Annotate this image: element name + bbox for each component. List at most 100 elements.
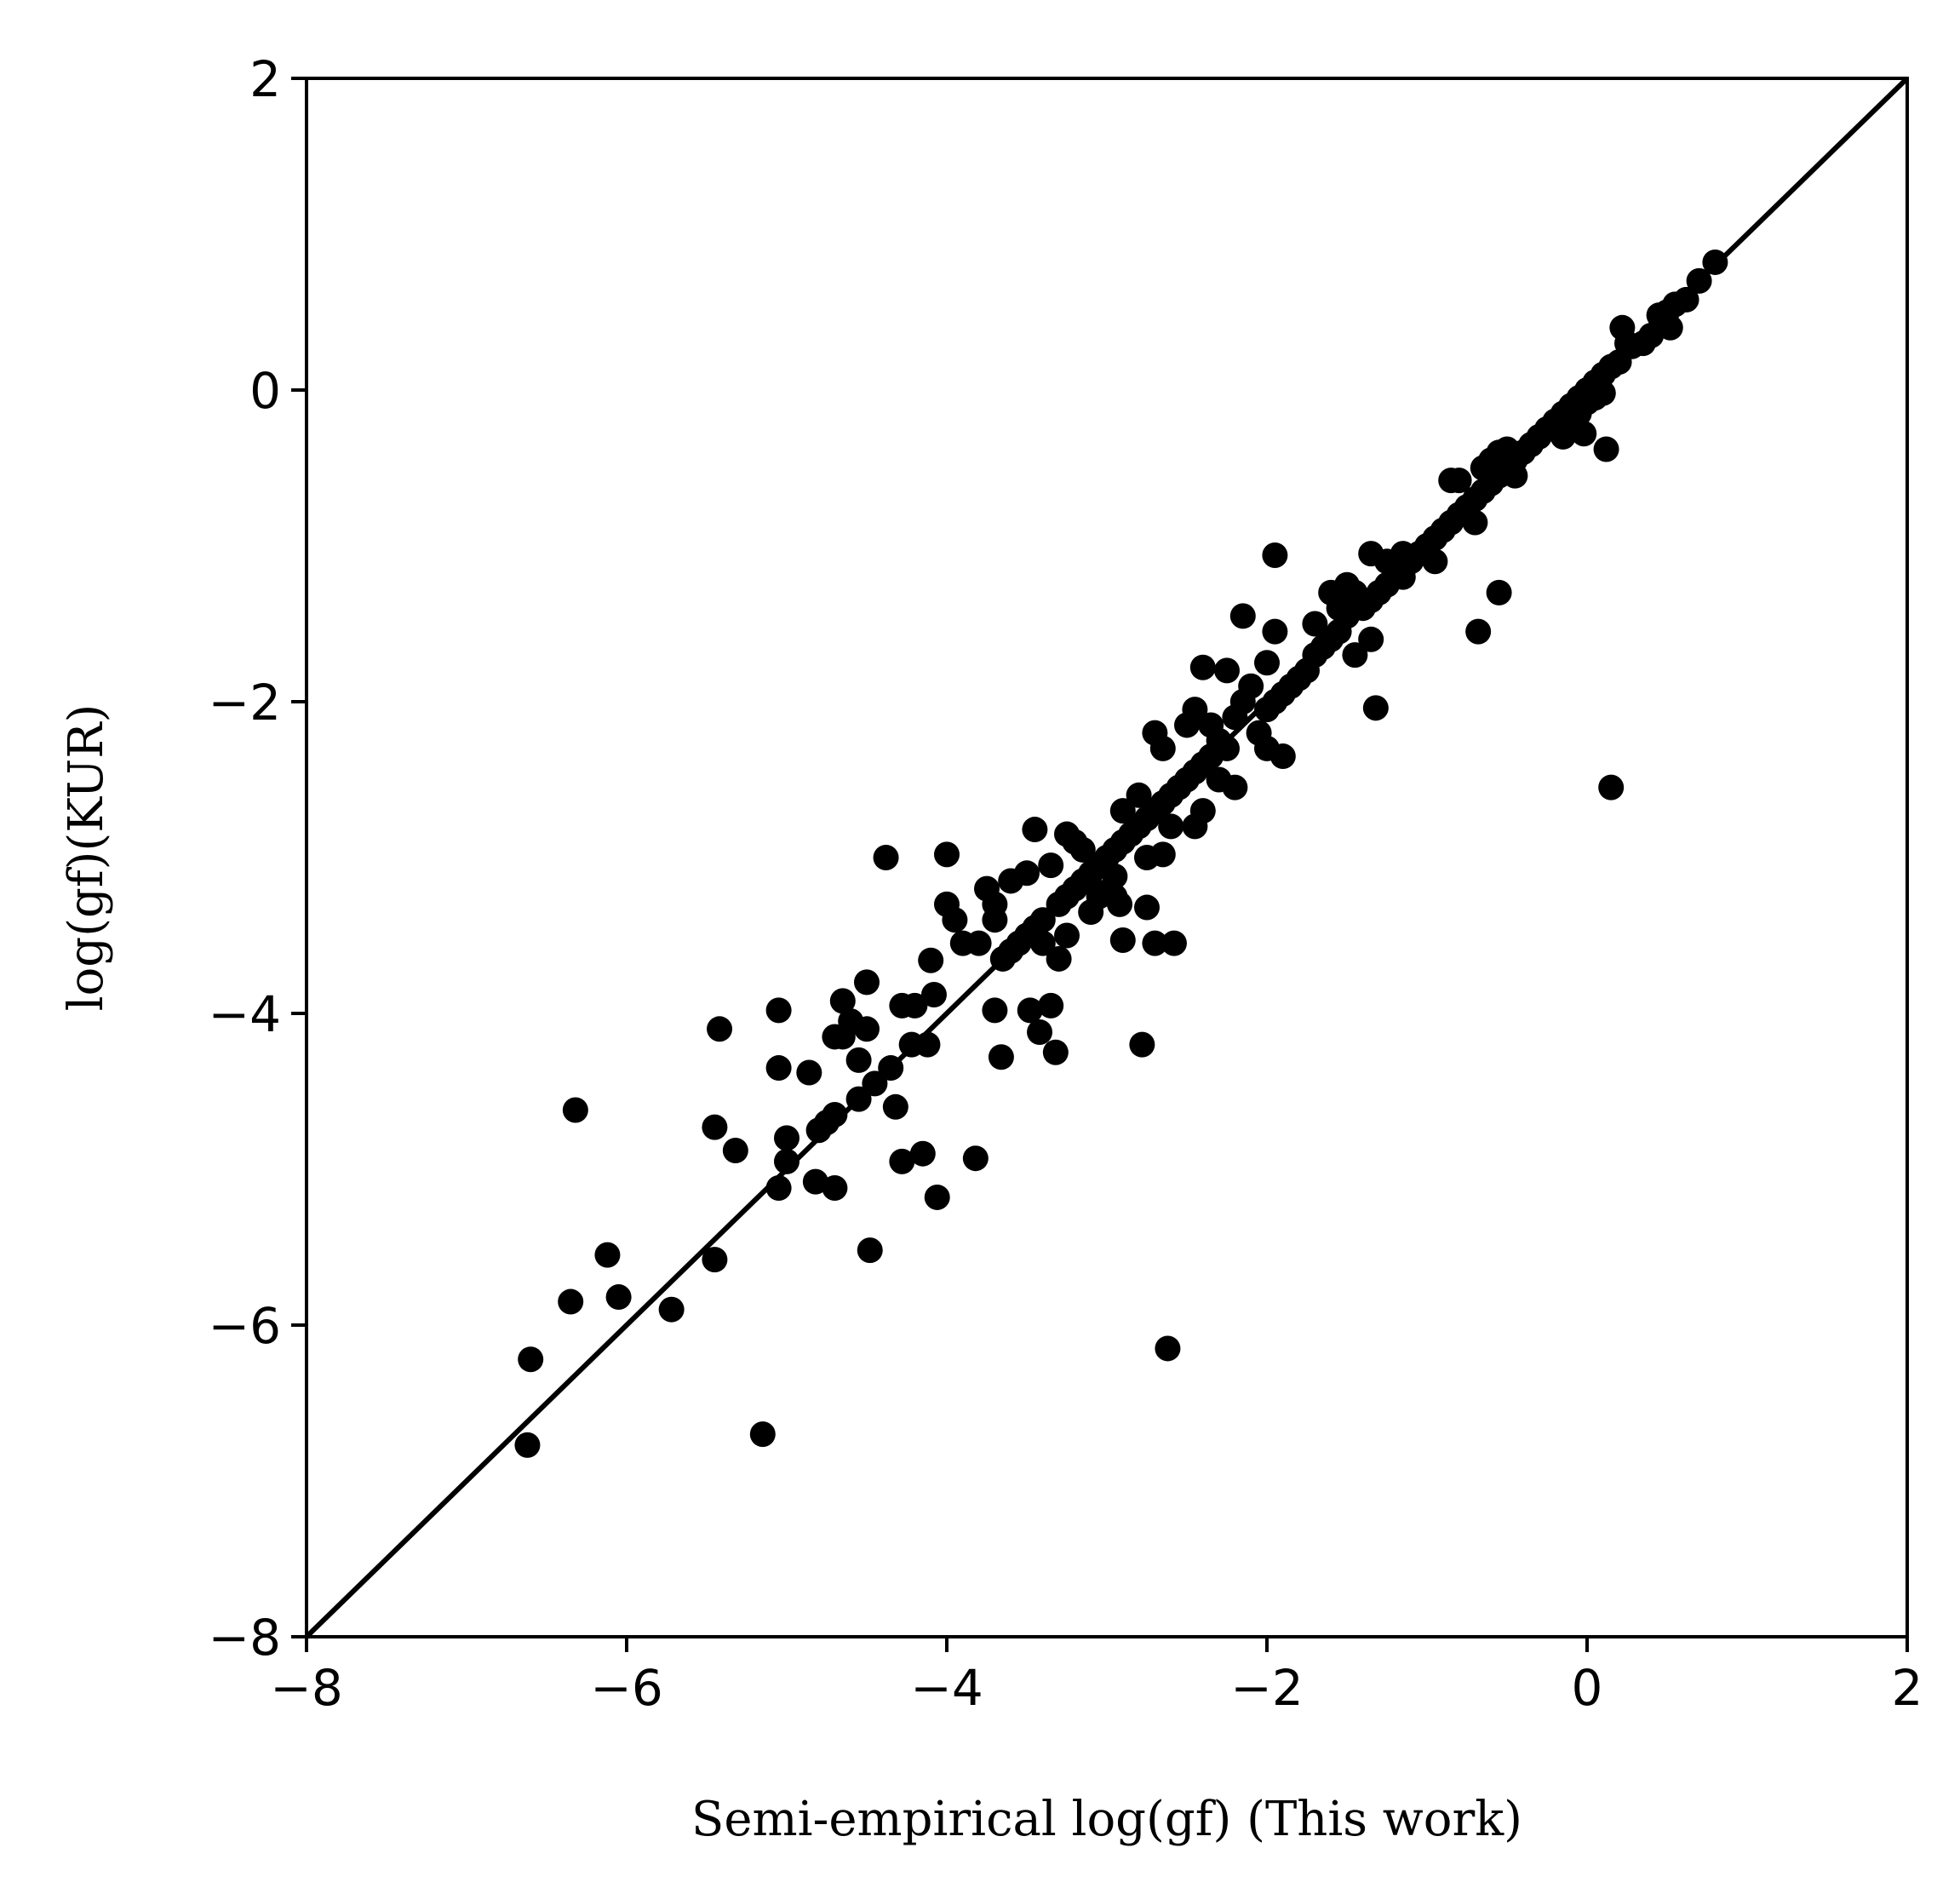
y-tick-label: −4 — [209, 985, 282, 1043]
y-tick-label: −8 — [209, 1609, 282, 1667]
x-tick-label: −2 — [1230, 1659, 1304, 1717]
x-tick-label: −6 — [590, 1659, 663, 1717]
data-point-192 — [857, 1237, 883, 1264]
data-point-217 — [1161, 930, 1187, 956]
data-point-180 — [829, 988, 856, 1014]
data-point-84 — [1486, 579, 1512, 605]
data-point-211 — [518, 1346, 544, 1373]
data-point-188 — [882, 1093, 908, 1120]
data-point-136 — [1069, 836, 1096, 863]
data-point-163 — [1038, 992, 1064, 1019]
data-point-191 — [924, 1184, 950, 1210]
data-point-199 — [774, 1148, 799, 1174]
data-point-168 — [962, 1145, 989, 1172]
data-point-82 — [1254, 697, 1280, 723]
y-axis-label: log(gf)(KUR) — [59, 704, 114, 1012]
data-point-197 — [765, 997, 792, 1024]
data-point-187 — [805, 1117, 832, 1144]
data-point-178 — [854, 969, 880, 996]
data-point-214 — [1129, 1031, 1155, 1058]
data-point-172 — [889, 992, 915, 1019]
data-point-95 — [1189, 654, 1216, 680]
data-point-205 — [702, 1247, 728, 1273]
data-point-74 — [1358, 626, 1384, 652]
data-point-166 — [982, 997, 1008, 1024]
data-point-62 — [1390, 564, 1416, 590]
data-point-128 — [1134, 845, 1160, 870]
data-point-204 — [707, 1016, 733, 1042]
data-point-212 — [514, 1432, 541, 1458]
data-point-218 — [1109, 927, 1136, 953]
data-point-183 — [845, 1047, 872, 1073]
data-point-47 — [1438, 468, 1464, 494]
data-point-141 — [1038, 852, 1064, 879]
data-point-215 — [1134, 894, 1160, 921]
data-point-94 — [1214, 657, 1240, 684]
data-point-210 — [558, 1288, 584, 1315]
data-point-190 — [909, 1140, 936, 1167]
data-point-159 — [934, 891, 960, 917]
data-point-108 — [1174, 712, 1200, 738]
data-point-86 — [1598, 774, 1625, 801]
axes-frame — [305, 77, 1909, 1638]
data-point-139 — [1054, 821, 1080, 847]
data-point-198 — [774, 1125, 799, 1151]
data-point-125 — [1109, 798, 1136, 824]
x-axis-label: Semi-empirical log(gf) (This work) — [691, 1792, 1522, 1847]
data-point-167 — [988, 1044, 1014, 1070]
data-point-157 — [949, 930, 976, 956]
data-point-87 — [1362, 695, 1389, 721]
data-point-115 — [1182, 813, 1208, 840]
data-point-206 — [658, 1296, 685, 1323]
data-point-73 — [1318, 579, 1344, 605]
y-tick-label: −6 — [209, 1297, 282, 1355]
data-point-161 — [873, 845, 899, 870]
x-tick-label: −8 — [270, 1659, 343, 1717]
data-point-98 — [1269, 743, 1296, 770]
data-point-216 — [1142, 930, 1168, 956]
data-point-75 — [1342, 642, 1368, 669]
data-point-154 — [1054, 922, 1080, 949]
y-tick-label: 2 — [249, 50, 281, 108]
data-point-194 — [802, 1168, 828, 1195]
data-point-85 — [1465, 618, 1492, 645]
data-point-195 — [796, 1059, 822, 1086]
data-point-222 — [1078, 899, 1104, 926]
y-tick-label: −2 — [209, 674, 282, 732]
data-point-152 — [1029, 930, 1056, 956]
reference-line-y-equals-x — [304, 76, 1910, 1639]
data-point-40 — [1470, 455, 1496, 481]
data-point-28 — [1593, 436, 1619, 462]
data-point-213 — [1155, 1335, 1181, 1362]
data-point-29 — [1571, 421, 1597, 447]
x-axis-ticks: −8 −6 −4 −2 0 2 — [270, 1637, 1923, 1717]
x-tick-label: 0 — [1572, 1659, 1603, 1717]
data-point-88 — [1262, 618, 1288, 645]
data-point-189 — [889, 1148, 915, 1174]
data-point-201 — [749, 1421, 776, 1448]
data-point-202 — [722, 1138, 748, 1164]
data-point-160 — [934, 841, 960, 868]
data-point-76 — [1302, 611, 1328, 637]
data-point-126 — [1158, 813, 1184, 840]
data-point-209 — [562, 1097, 588, 1123]
data-point-162 — [1017, 997, 1043, 1024]
data-point-164 — [1027, 1019, 1053, 1045]
data-point-169 — [918, 947, 944, 973]
y-tick-label: 0 — [249, 362, 281, 420]
data-point-196 — [765, 1055, 792, 1082]
data-point-184 — [854, 1016, 880, 1042]
data-point-149 — [998, 868, 1024, 894]
data-point-111 — [1149, 735, 1176, 761]
data-point-208 — [594, 1242, 621, 1268]
data-point-153 — [1046, 945, 1072, 972]
x-tick-label: 2 — [1892, 1659, 1923, 1717]
data-point-30 — [1550, 423, 1576, 450]
data-point-124 — [1126, 782, 1152, 808]
data-point-140 — [1022, 817, 1048, 843]
data-point-207 — [605, 1284, 632, 1311]
data-point-55 — [1422, 548, 1448, 575]
data-point-155 — [982, 907, 1008, 933]
data-point-11 — [1609, 314, 1636, 341]
